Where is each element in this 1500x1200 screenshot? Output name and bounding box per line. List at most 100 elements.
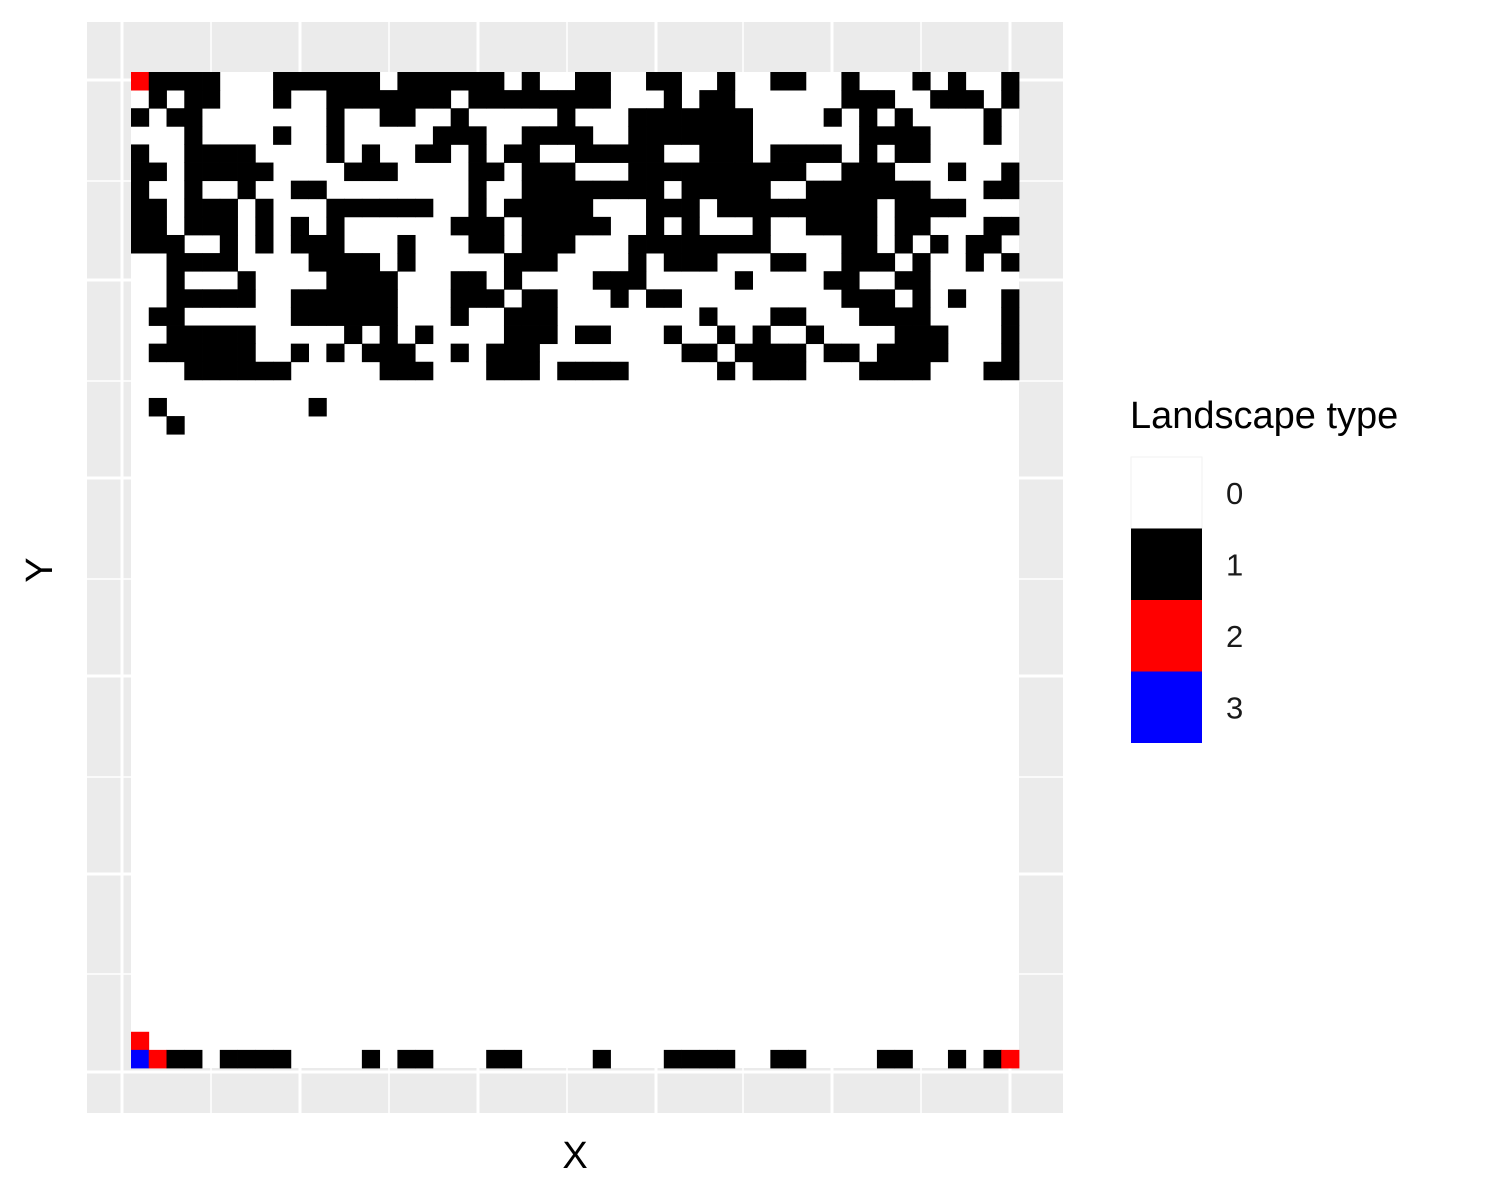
cell-type-1 xyxy=(220,326,238,345)
cell-type-1 xyxy=(770,72,788,91)
cell-type-1 xyxy=(806,144,824,163)
cell-type-1 xyxy=(468,144,486,163)
cell-type-1 xyxy=(682,181,700,200)
cell-type-1 xyxy=(184,144,202,163)
cell-type-1 xyxy=(770,199,788,218)
cell-type-1 xyxy=(806,181,824,200)
cell-type-1 xyxy=(912,181,930,200)
cell-type-1 xyxy=(646,235,664,254)
cell-type-1 xyxy=(646,199,664,218)
cell-type-1 xyxy=(451,126,469,145)
cell-type-1 xyxy=(202,163,220,182)
cell-type-1 xyxy=(238,362,256,381)
cell-type-1 xyxy=(611,271,629,290)
cell-type-1 xyxy=(930,199,948,218)
cell-type-1 xyxy=(380,199,398,218)
cell-type-1 xyxy=(344,90,362,109)
cell-type-1 xyxy=(202,253,220,272)
cell-type-1 xyxy=(220,199,238,218)
cell-type-1 xyxy=(735,344,753,363)
cell-type-1 xyxy=(504,362,522,381)
cell-type-1 xyxy=(699,126,717,145)
legend: Landscape type 0 1 2 3 xyxy=(1130,395,1398,743)
cell-type-1 xyxy=(504,307,522,326)
cell-type-1 xyxy=(859,307,877,326)
cell-type-1 xyxy=(415,199,433,218)
cell-type-1 xyxy=(220,289,238,308)
cell-type-1 xyxy=(1001,90,1019,109)
cell-type-1 xyxy=(362,271,380,290)
cell-type-1 xyxy=(131,108,149,127)
cell-type-1 xyxy=(841,163,859,182)
cell-type-1 xyxy=(397,253,415,272)
cell-type-1 xyxy=(149,235,167,254)
cell-type-1 xyxy=(682,163,700,182)
cell-type-1 xyxy=(824,181,842,200)
cell-type-1 xyxy=(291,217,309,236)
cell-type-1 xyxy=(699,163,717,182)
cell-type-1 xyxy=(948,1050,966,1069)
cell-type-1 xyxy=(664,1050,682,1069)
cell-type-1 xyxy=(238,1050,256,1069)
cell-type-3 xyxy=(131,1050,149,1069)
cell-type-1 xyxy=(770,307,788,326)
cell-type-1 xyxy=(326,108,344,127)
cell-type-1 xyxy=(344,72,362,91)
cell-type-1 xyxy=(167,253,185,272)
cell-type-1 xyxy=(415,144,433,163)
cell-type-1 xyxy=(326,199,344,218)
cell-type-1 xyxy=(859,181,877,200)
cell-type-1 xyxy=(309,253,327,272)
cell-type-1 xyxy=(557,108,575,127)
cell-type-1 xyxy=(841,181,859,200)
cell-type-1 xyxy=(522,289,540,308)
cell-type-1 xyxy=(824,217,842,236)
cell-type-1 xyxy=(273,362,291,381)
cell-type-1 xyxy=(486,217,504,236)
legend-key-0 xyxy=(1131,457,1202,529)
cell-type-1 xyxy=(309,235,327,254)
cell-type-1 xyxy=(504,1050,522,1069)
cell-type-1 xyxy=(468,217,486,236)
cell-type-1 xyxy=(628,108,646,127)
cell-type-1 xyxy=(557,217,575,236)
cell-type-1 xyxy=(575,326,593,345)
cell-type-2 xyxy=(131,1032,149,1051)
cell-type-1 xyxy=(557,199,575,218)
cell-type-1 xyxy=(841,253,859,272)
cell-type-1 xyxy=(788,344,806,363)
cell-type-1 xyxy=(593,362,611,381)
cell-type-1 xyxy=(291,235,309,254)
cell-type-1 xyxy=(202,90,220,109)
cell-type-1 xyxy=(415,90,433,109)
cell-type-1 xyxy=(291,289,309,308)
cell-type-1 xyxy=(948,289,966,308)
cell-type-1 xyxy=(877,307,895,326)
cell-type-1 xyxy=(824,144,842,163)
cell-type-1 xyxy=(575,72,593,91)
cell-type-1 xyxy=(682,199,700,218)
cell-type-1 xyxy=(912,253,930,272)
cell-type-1 xyxy=(504,144,522,163)
cell-type-1 xyxy=(238,271,256,290)
cell-type-1 xyxy=(202,344,220,363)
cell-type-1 xyxy=(557,90,575,109)
legend-key-3 xyxy=(1131,672,1202,744)
legend-label-0: 0 xyxy=(1226,476,1243,511)
cell-type-1 xyxy=(912,289,930,308)
cell-type-1 xyxy=(824,271,842,290)
cell-type-1 xyxy=(486,362,504,381)
cell-type-1 xyxy=(895,235,913,254)
cell-type-1 xyxy=(486,344,504,363)
cell-type-1 xyxy=(522,163,540,182)
cell-type-1 xyxy=(1001,253,1019,272)
cell-type-1 xyxy=(859,90,877,109)
cell-type-1 xyxy=(699,90,717,109)
cell-type-1 xyxy=(841,235,859,254)
cell-type-1 xyxy=(735,235,753,254)
cell-type-1 xyxy=(557,235,575,254)
heatmap-cells xyxy=(131,72,1019,1068)
cell-type-1 xyxy=(184,217,202,236)
cell-type-1 xyxy=(344,307,362,326)
